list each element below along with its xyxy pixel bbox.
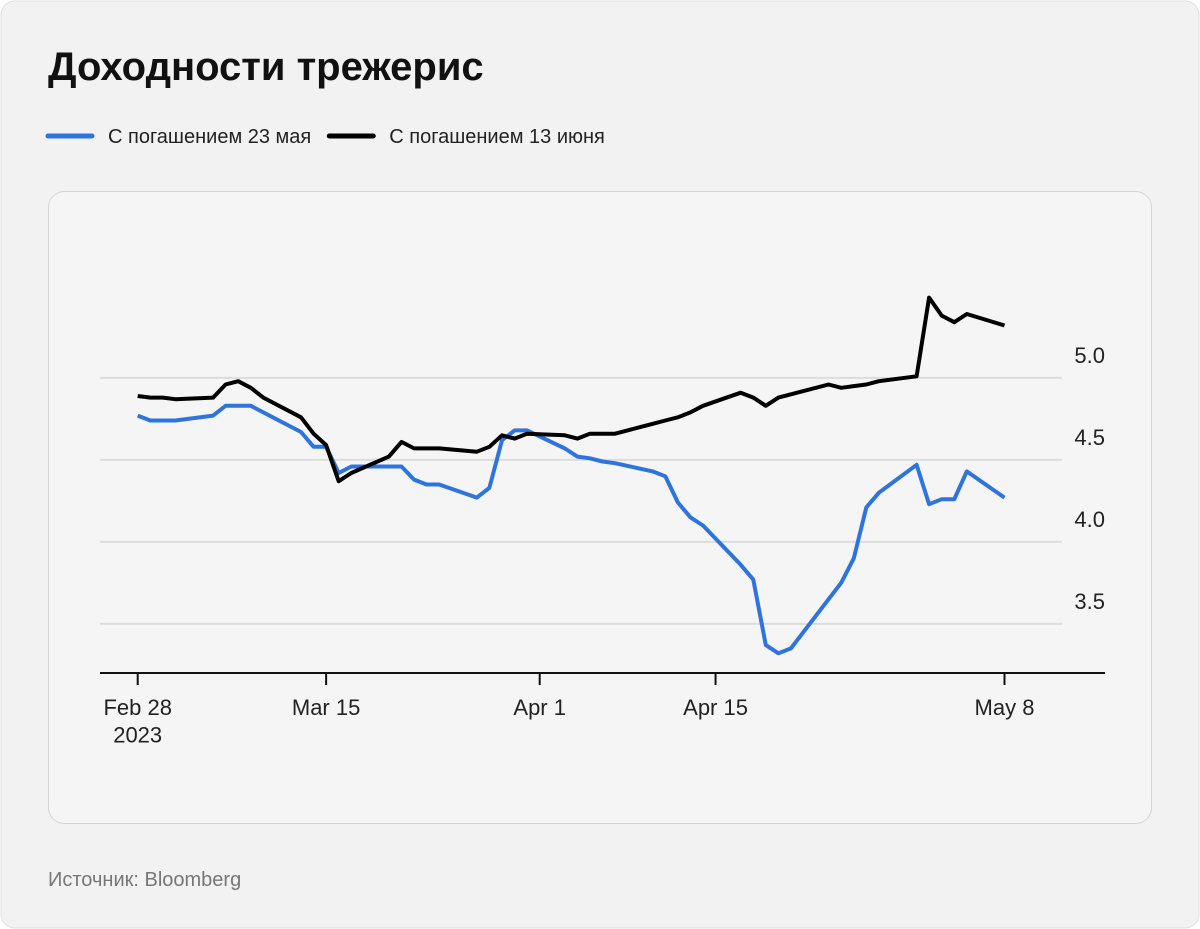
x-tick-label: Feb 28 2023	[103, 695, 172, 748]
series-line	[136, 403, 1006, 656]
chart-title: Доходности трежерис	[48, 45, 484, 89]
y-tick-label: 5.0	[1074, 343, 1105, 368]
legend: С погашением 23 мая С погашением 13 июня	[45, 126, 605, 148]
plot-panel	[48, 191, 1152, 824]
y-tick-label: 3.5	[1074, 589, 1105, 614]
legend-label: С погашением 13 июня	[389, 126, 605, 148]
x-tick-label: Apr 15	[683, 695, 748, 720]
x-tick-label: May 8	[975, 695, 1035, 720]
y-tick-label: 4.0	[1074, 507, 1105, 532]
series-line	[137, 295, 1006, 484]
source: Источник: Bloomberg	[48, 869, 241, 891]
y-tick-label: 4.5	[1074, 425, 1105, 450]
x-tick-label: Apr 1	[513, 695, 566, 720]
x-tick-label: Mar 15	[292, 695, 360, 720]
legend-label: С погашением 23 мая	[108, 126, 311, 148]
